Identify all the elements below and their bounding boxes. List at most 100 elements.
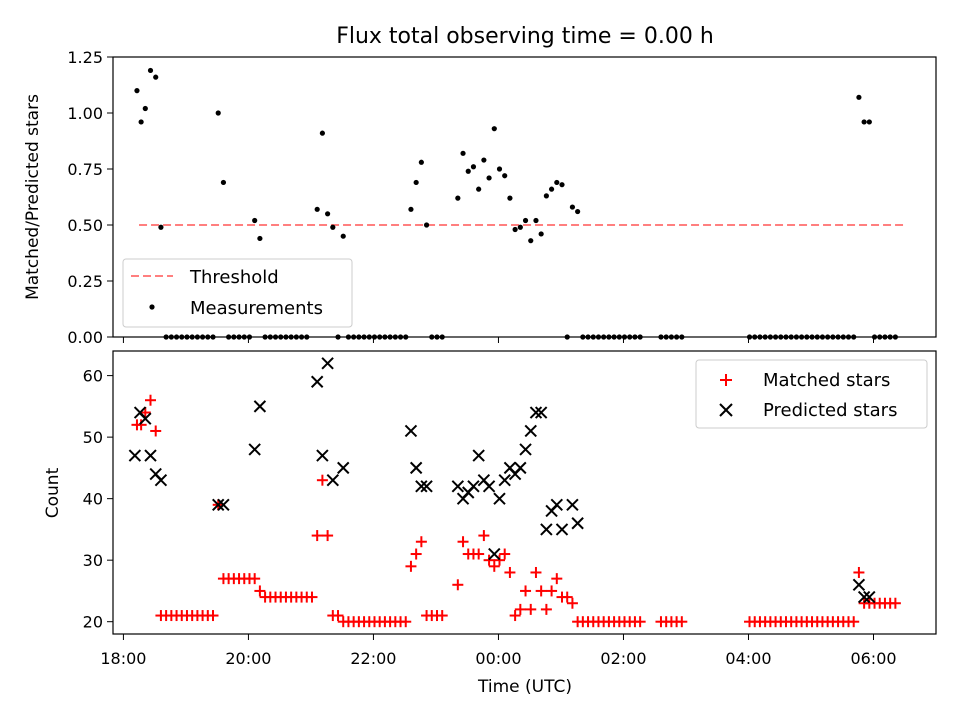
matched-point [504,566,516,578]
measurement-point [418,159,424,165]
bottom-y-axis-label: Count [43,467,63,518]
measurement-point [476,186,482,192]
matched-point [207,610,219,622]
top-y-tick-label: 1.00 [67,104,103,123]
measurement-point [330,224,336,230]
matched-point [405,560,417,572]
measurement-point [548,186,555,192]
matched-point [452,579,464,591]
predicted-point [534,406,548,419]
bottom-y-tick-label: 40 [83,490,103,509]
matched-point [254,585,266,597]
legend-measurements-label: Measurements [190,298,323,319]
matched-point [520,585,532,597]
legend-matched-marker [720,374,732,386]
measurement-point [491,126,497,132]
legend-matched-label: Matched stars [763,370,890,391]
legend-measurements-marker [149,304,155,310]
top-legend: Threshold Measurements [122,258,353,328]
predicted-point [316,449,329,462]
bottom-plot-area [128,357,901,628]
predicted-point [467,480,480,493]
measurement-point [559,182,565,188]
matched-point [436,610,448,622]
predicted-point [154,473,168,487]
measurement-point [481,157,487,163]
measurement-point [158,224,164,230]
top-y-tick-label: 1.25 [67,48,103,67]
measurement-point [486,175,492,181]
matched-point [889,597,901,609]
measurement-point [408,206,414,212]
measurement-point [465,168,471,174]
matched-point [306,591,318,603]
measurement-point [496,166,503,172]
measurement-point [147,67,154,74]
matched-point [457,536,469,548]
predicted-point [529,406,543,419]
matched-point [509,610,521,622]
predicted-point [566,498,579,512]
measurement-point [220,179,227,186]
predicted-point [337,461,350,475]
measurement-point [502,173,508,179]
matched-point [848,616,860,628]
matched-point [139,407,151,419]
predicted-point [253,400,267,413]
predicted-point [550,498,564,512]
predicted-point [310,375,324,388]
matched-point [634,616,646,628]
predicted-point [555,523,569,536]
predicted-point [451,480,465,493]
top-y-axis-label: Matched/Predicted stars [23,94,43,300]
measurement-point [538,231,544,237]
matched-point [249,573,261,585]
predicted-point [498,473,511,487]
bottom-axes-frame [112,350,937,635]
measurement-point [470,164,477,170]
bottom-y-tick-label: 30 [83,551,103,570]
matched-point [150,425,162,437]
predicted-point [571,517,584,530]
matched-point [488,560,500,572]
measurement-point [512,226,518,233]
matched-point [540,603,552,615]
predicted-point [524,424,537,438]
bottom-legend: Matched stars Predicted stars [695,359,928,429]
measurement-point [252,217,258,224]
measurement-point [575,208,581,215]
measurement-point [423,222,430,228]
matched-point [145,394,157,406]
measurement-point [455,195,461,201]
bottom-y-tick-label: 60 [83,367,103,386]
matched-point [514,603,526,615]
matched-point [499,548,511,560]
matched-point [483,554,495,566]
measurement-point [517,224,523,230]
predicted-point [409,461,423,475]
x-tick-label: 00:00 [475,649,521,668]
predicted-point [852,578,866,591]
matched-point [478,530,490,542]
matched-point [415,536,427,548]
predicted-point [326,473,340,487]
predicted-point [217,498,230,512]
predicted-point [139,412,152,425]
measurement-point [554,179,560,186]
top-panel: 0.00 0.25 0.50 0.75 1.00 1.25 Matched/Predict… [23,48,937,347]
measurement-point [522,217,529,224]
predicted-point [321,357,334,370]
predicted-point [519,443,532,456]
x-axis-label: Time (UTC) [477,677,572,697]
measurement-point [866,119,872,125]
matched-point [473,548,485,560]
matched-point [316,474,328,486]
predicted-point [420,480,433,493]
measurement-point [507,195,513,201]
matched-point [530,566,542,578]
bottom-legend-box [695,359,928,429]
chart-title: Flux total observing time = 0.00 h [336,24,714,49]
predicted-point [514,461,527,475]
matched-point [551,573,563,585]
measurement-point [138,119,144,125]
